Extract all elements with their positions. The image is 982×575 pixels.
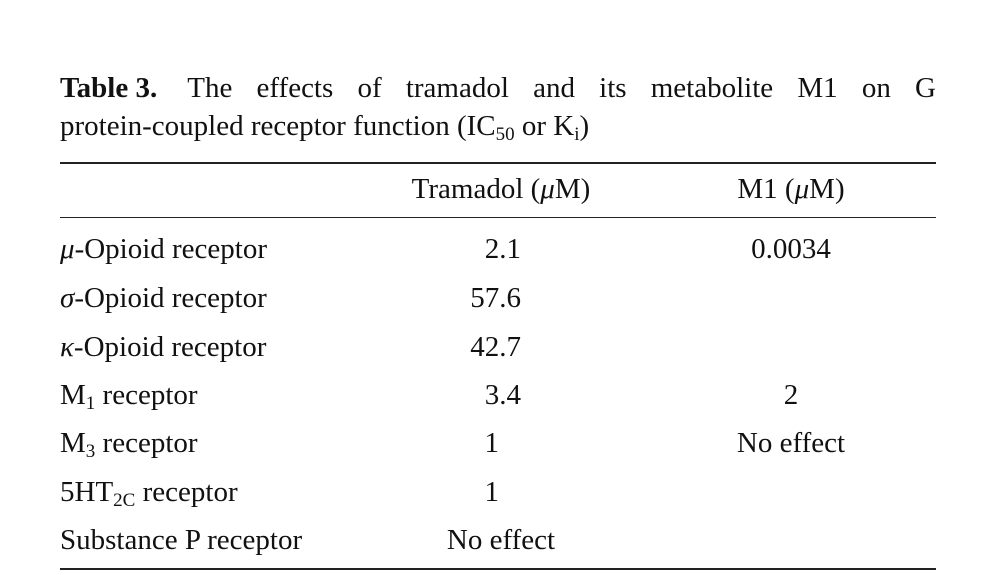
row-label-mu-opioid: μ-Opioid receptor xyxy=(60,233,268,265)
caption-word: effects xyxy=(256,72,334,104)
caption-word: metabolite xyxy=(650,72,774,104)
cell-tramadol-substance-p-receptor: No effect xyxy=(446,524,556,556)
caption-label-group: Table 3. The xyxy=(60,70,232,106)
caption-word: on xyxy=(861,72,891,104)
row-label-m1-receptor: M1 receptor xyxy=(60,379,198,414)
cell-m1-mu-opioid: 0.0034 xyxy=(751,233,831,265)
table-top-rule xyxy=(60,162,936,164)
table-bottom-rule xyxy=(60,568,936,570)
table-caption-line-1: Table 3. The effects of tramadol and its … xyxy=(60,70,936,106)
column-header-m1: M1 (μM) xyxy=(737,173,845,205)
caption-word: its xyxy=(599,72,627,104)
caption-word: G xyxy=(915,72,936,104)
table-label: Table 3. xyxy=(60,72,158,104)
cell-tramadol-m1-receptor: 3.4 xyxy=(484,379,521,411)
row-label-m3-receptor: M3 receptor xyxy=(60,427,198,462)
table-caption-line-2: protein-coupled receptor function (IC50 … xyxy=(60,110,590,145)
caption-word: of xyxy=(357,72,382,104)
table-header-rule xyxy=(60,217,936,218)
row-label-kappa-opioid: κ-Opioid receptor xyxy=(60,331,267,363)
caption-word: tramadol xyxy=(405,72,509,104)
cell-m1-m3-receptor: No effect xyxy=(736,427,846,459)
column-header-tramadol: Tramadol (μM) xyxy=(411,173,591,205)
caption-word: M1 xyxy=(797,72,838,104)
cell-tramadol-m3-receptor: 1 xyxy=(484,427,500,459)
caption-word: and xyxy=(533,72,575,104)
cell-m1-m1-receptor: 2 xyxy=(783,379,799,411)
row-label-5ht2c-receptor: 5HT2C receptor xyxy=(60,476,238,511)
caption-word: The xyxy=(187,72,233,104)
cell-tramadol-kappa-opioid: 42.7 xyxy=(470,331,521,363)
row-label-substance-p-receptor: Substance P receptor xyxy=(60,524,303,556)
cell-tramadol-mu-opioid: 2.1 xyxy=(484,233,521,265)
cell-tramadol-5ht2c-receptor: 1 xyxy=(484,476,500,508)
cell-tramadol-sigma-opioid: 57.6 xyxy=(470,282,521,314)
row-label-sigma-opioid: σ-Opioid receptor xyxy=(60,282,267,314)
